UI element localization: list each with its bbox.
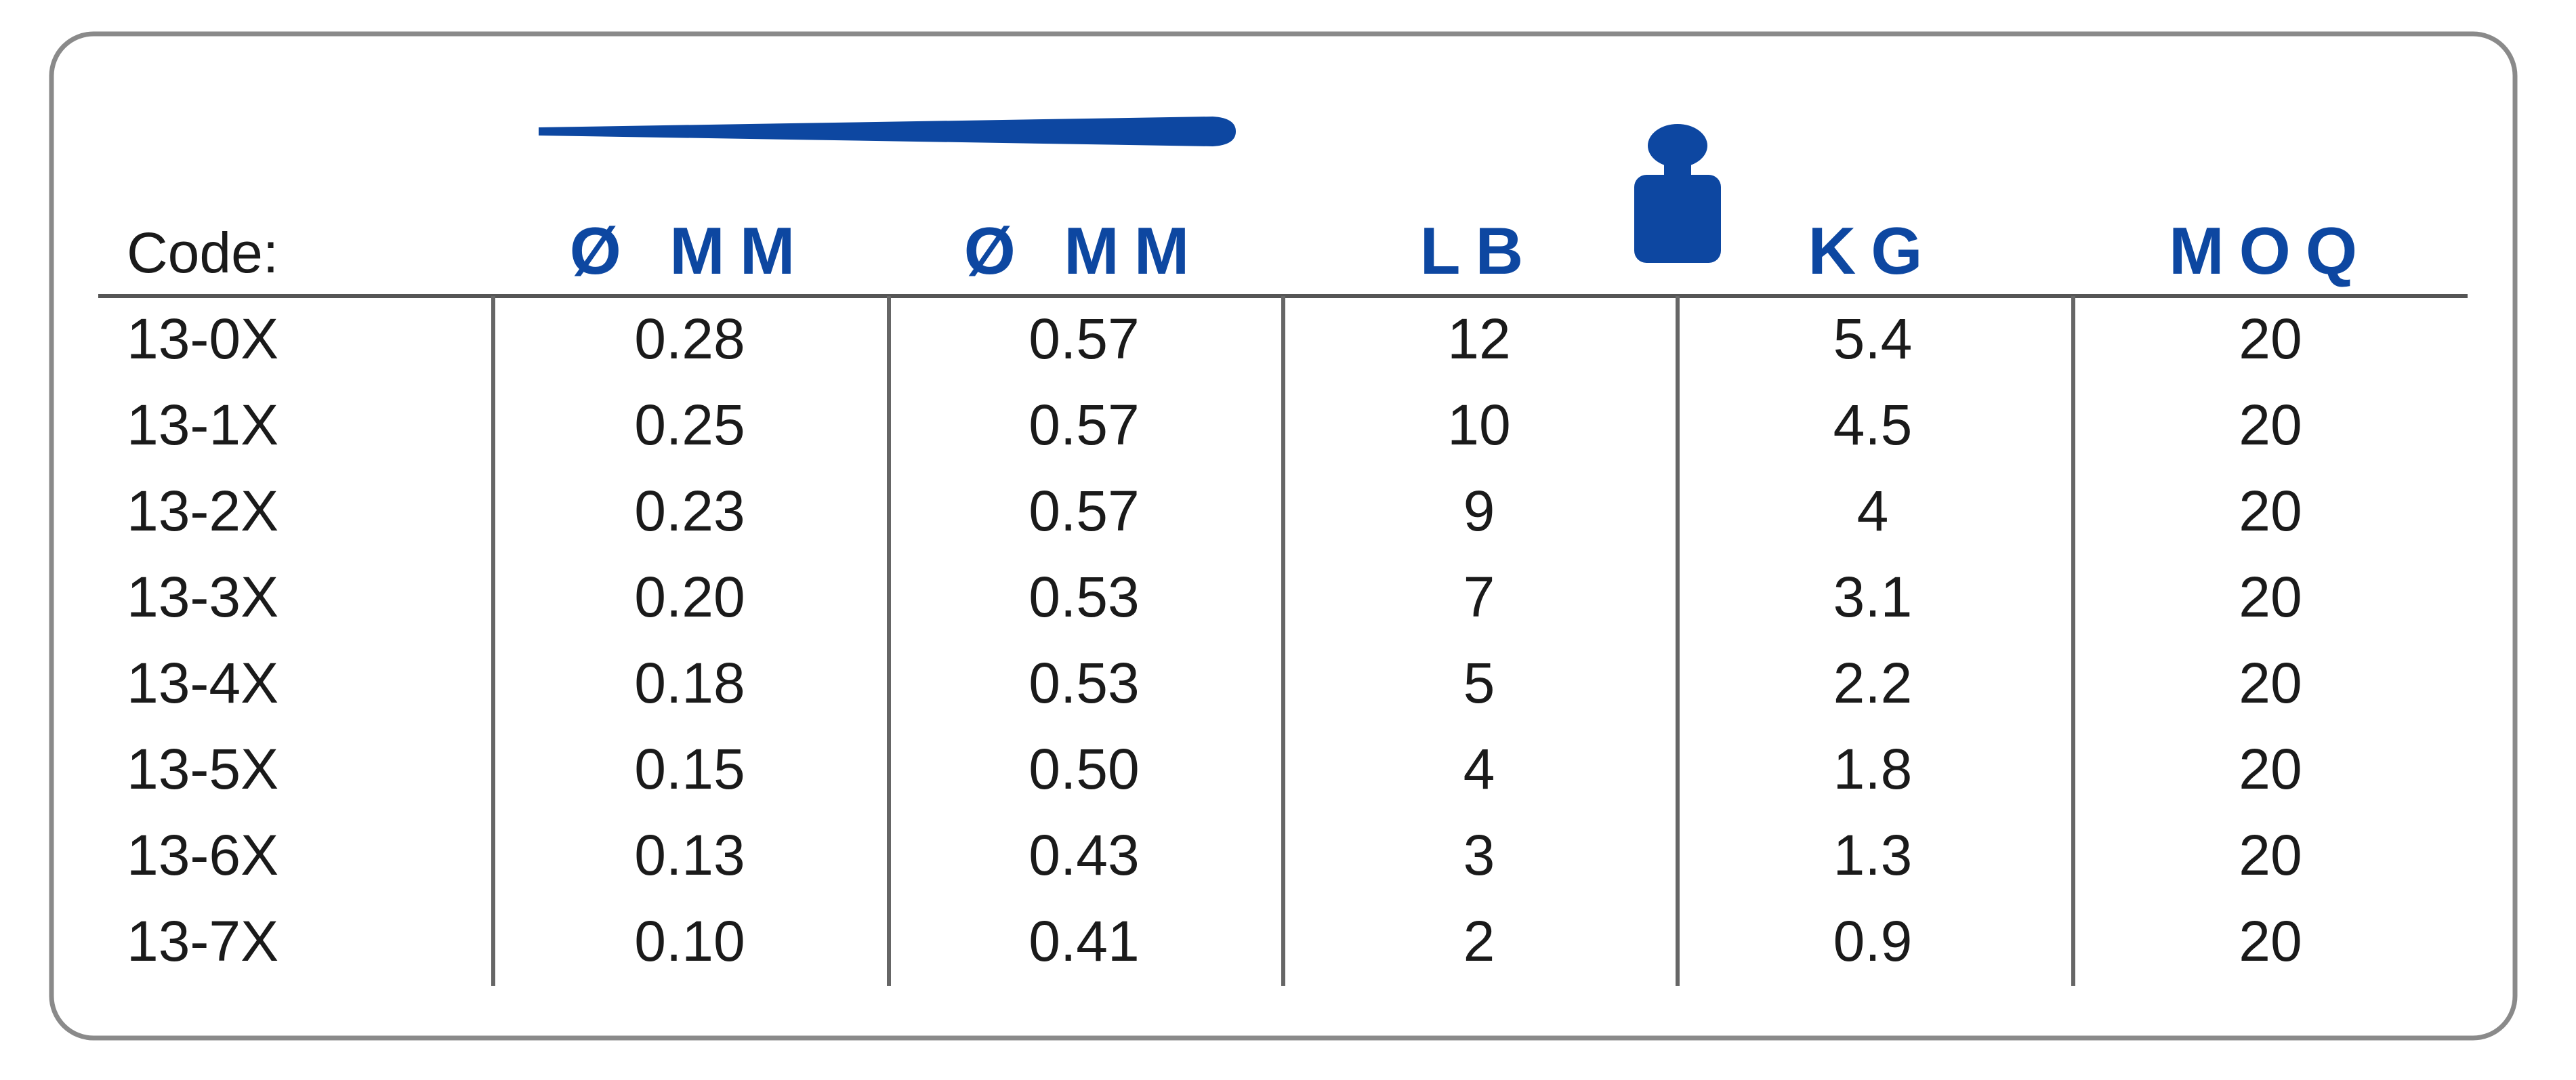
- code-cell: 13-7X: [127, 909, 278, 973]
- code-cell: 13-5X: [127, 737, 278, 801]
- value-cell: 0.18: [634, 651, 745, 715]
- value-cell: 0.57: [1029, 307, 1140, 371]
- value-cell: 3: [1463, 823, 1495, 887]
- code-cell: 13-2X: [127, 479, 278, 543]
- column-header: MOQ: [2169, 213, 2372, 288]
- value-cell: 0.13: [634, 823, 745, 887]
- column-header: Ø MM: [570, 213, 810, 288]
- column-header: LB: [1420, 213, 1539, 288]
- value-cell: 20: [2239, 393, 2302, 457]
- value-cell: 5.4: [1833, 307, 1913, 371]
- code-cell: 13-6X: [127, 823, 278, 887]
- value-cell: 0.57: [1029, 393, 1140, 457]
- value-cell: 0.15: [634, 737, 745, 801]
- value-cell: 4: [1857, 479, 1889, 543]
- value-cell: 9: [1463, 479, 1495, 543]
- value-cell: 0.9: [1833, 909, 1913, 973]
- weight-icon: [1634, 124, 1721, 263]
- column-header: KG: [1808, 213, 1938, 288]
- value-cell: 0.23: [634, 479, 745, 543]
- value-cell: 5: [1463, 651, 1495, 715]
- value-cell: 0.25: [634, 393, 745, 457]
- code-cell: 13-0X: [127, 307, 278, 371]
- value-cell: 0.53: [1029, 651, 1140, 715]
- value-cell: 0.28: [634, 307, 745, 371]
- value-cell: 7: [1463, 565, 1495, 629]
- value-cell: 3.1: [1833, 565, 1913, 629]
- value-cell: 12: [1447, 307, 1510, 371]
- value-cell: 1.3: [1833, 823, 1913, 887]
- value-cell: 2: [1463, 909, 1495, 973]
- value-cell: 4.5: [1833, 393, 1913, 457]
- value-cell: 2.2: [1833, 651, 1913, 715]
- column-header: Ø MM: [964, 213, 1205, 288]
- value-cell: 0.41: [1029, 909, 1140, 973]
- value-cell: 0.57: [1029, 479, 1140, 543]
- code-header: Code:: [127, 221, 278, 285]
- value-cell: 1.8: [1833, 737, 1913, 801]
- value-cell: 0.10: [634, 909, 745, 973]
- value-cell: 0.20: [634, 565, 745, 629]
- value-cell: 0.53: [1029, 565, 1140, 629]
- value-cell: 20: [2239, 307, 2302, 371]
- value-cell: 20: [2239, 565, 2302, 629]
- code-cell: 13-3X: [127, 565, 278, 629]
- needle-icon: [539, 117, 1236, 146]
- value-cell: 0.43: [1029, 823, 1140, 887]
- code-cell: 13-4X: [127, 651, 278, 715]
- value-cell: 20: [2239, 909, 2302, 973]
- value-cell: 20: [2239, 737, 2302, 801]
- value-cell: 0.50: [1029, 737, 1140, 801]
- value-cell: 4: [1463, 737, 1495, 801]
- code-cell: 13-1X: [127, 393, 278, 457]
- value-cell: 20: [2239, 479, 2302, 543]
- value-cell: 20: [2239, 823, 2302, 887]
- value-cell: 20: [2239, 651, 2302, 715]
- value-cell: 10: [1447, 393, 1510, 457]
